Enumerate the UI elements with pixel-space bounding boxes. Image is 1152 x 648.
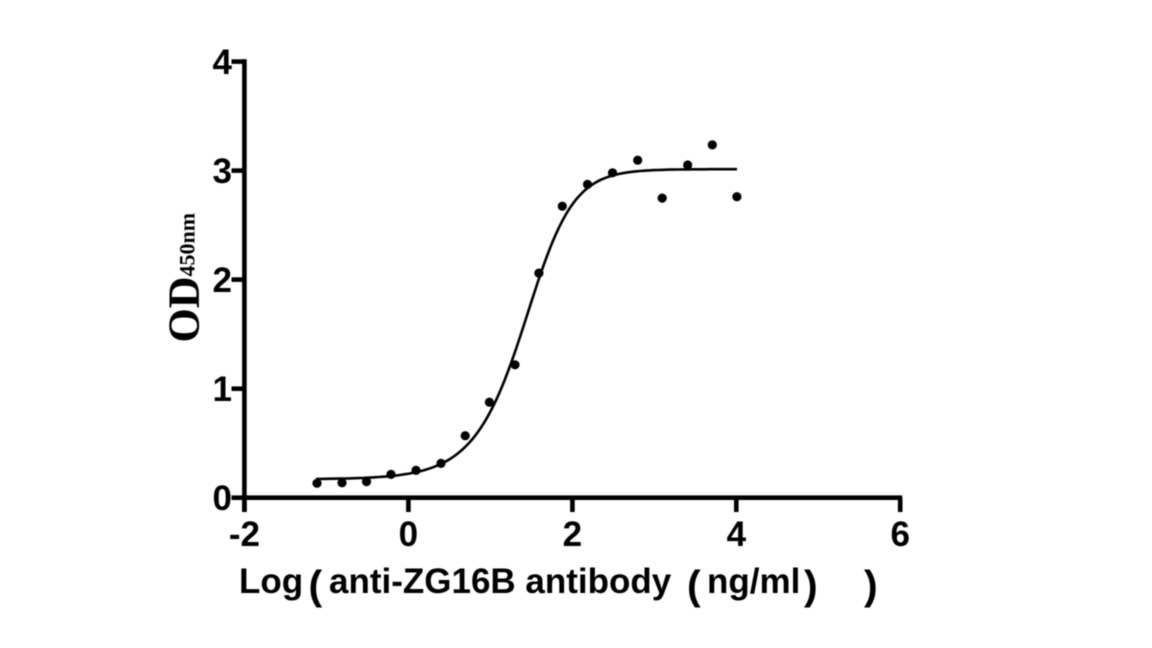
svg-text:Log(anti-ZG16B antibody(ng/ml): Log(anti-ZG16B antibody(ng/ml)) (239, 562, 878, 608)
svg-text:OD450nm: OD450nm (160, 213, 209, 343)
svg-text:4: 4 (727, 515, 747, 554)
svg-text:0: 0 (213, 479, 232, 518)
svg-text:2: 2 (563, 515, 582, 554)
svg-text:1: 1 (213, 370, 232, 409)
svg-text:0: 0 (399, 515, 418, 554)
svg-text:-2: -2 (229, 515, 260, 554)
svg-text:4: 4 (213, 43, 233, 82)
svg-text:2: 2 (213, 261, 232, 300)
svg-text:3: 3 (213, 152, 232, 191)
svg-text:6: 6 (890, 515, 909, 554)
